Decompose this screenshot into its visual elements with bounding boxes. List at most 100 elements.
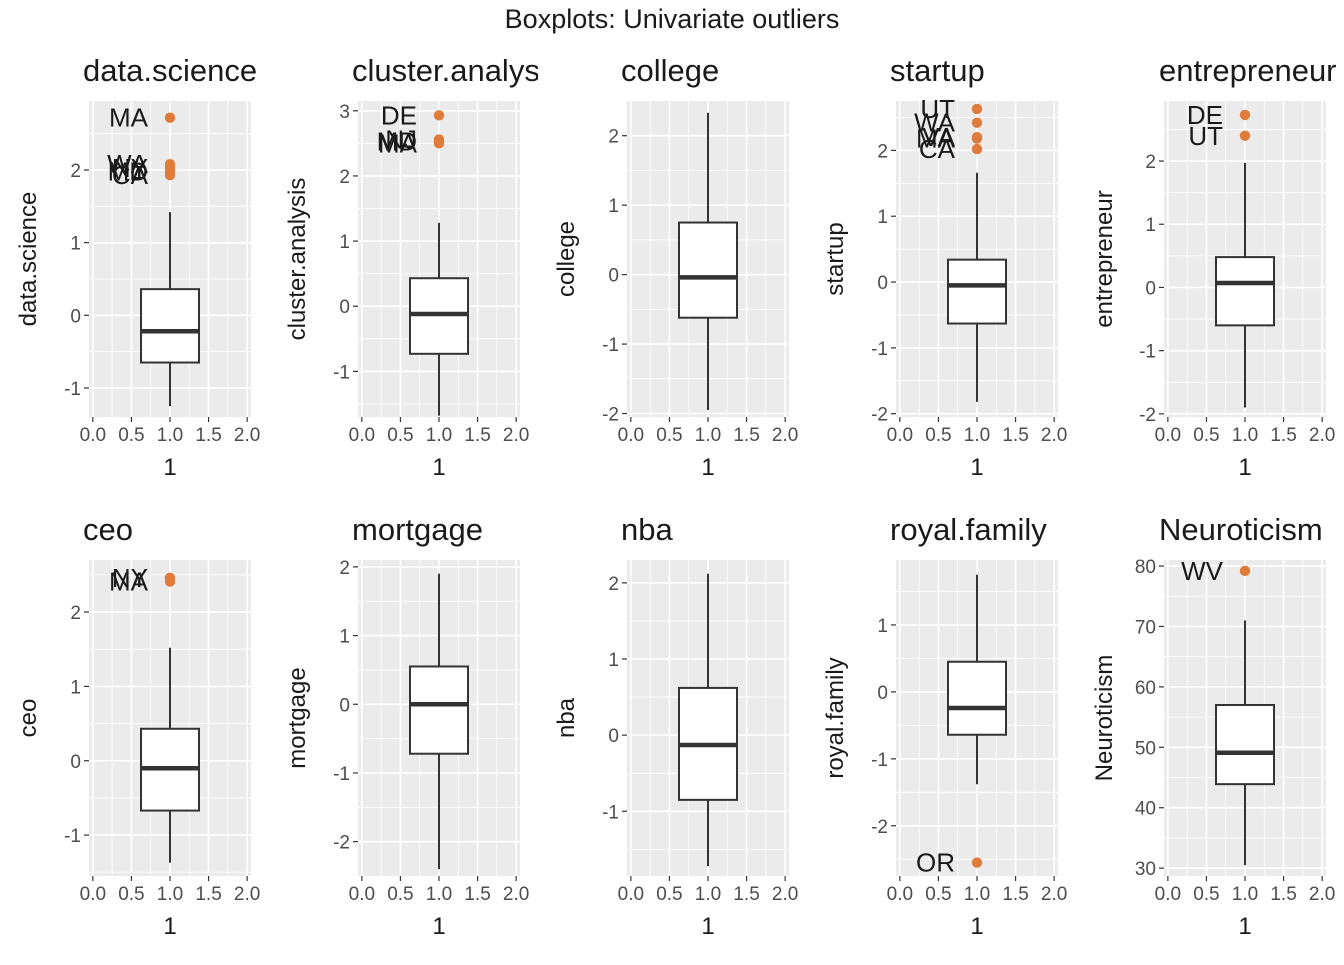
panel-title: startup	[890, 53, 985, 88]
y-tick-label: 0	[608, 266, 619, 287]
y-tick-label: 0	[339, 695, 350, 716]
panel-title: royal.family	[890, 512, 1047, 547]
y-axis-title: ceo	[15, 699, 42, 738]
y-tick-label: 70	[1135, 617, 1156, 638]
panel-royal-family: OR -2 -1 0 1 0.0 0.5 1.0 1.5 2.0 1 royal.family roya…	[822, 512, 1067, 940]
y-tick-label: 80	[1135, 557, 1156, 578]
y-tick-label: -1	[602, 335, 619, 356]
x-tick-label: 1.0	[695, 425, 721, 446]
outlier-label: WA	[107, 149, 149, 179]
x-tick-label: 0.5	[656, 425, 682, 446]
y-tick-label: 1	[70, 234, 81, 255]
y-tick-label: 1	[70, 677, 81, 698]
x-tick-label: 1.0	[426, 884, 452, 905]
y-tick-label: -2	[602, 405, 619, 426]
x-tick-label: 0.0	[618, 884, 644, 905]
y-axis-title: Neuroticism	[1091, 655, 1118, 782]
outlier-label: MA	[916, 124, 956, 154]
outlier-point	[1239, 565, 1251, 577]
y-tick-label: 2	[70, 161, 81, 182]
x-axis-title: 1	[1238, 913, 1251, 940]
outlier-label: MA	[109, 103, 149, 133]
box-iqr	[1215, 256, 1275, 327]
y-tick-label: 2	[70, 603, 81, 624]
outlier-point	[971, 133, 983, 144]
outlier-point	[164, 576, 176, 587]
y-tick-label: 60	[1135, 678, 1156, 699]
outlier-label: DE	[1187, 100, 1223, 130]
panel-nba: -1 0 1 2 0.0 0.5 1.0 1.5 2.0 1 nba nba	[553, 512, 798, 940]
box-iqr	[947, 258, 1007, 325]
y-tick-label: 1	[608, 650, 619, 671]
x-tick-label: 1.5	[1270, 884, 1296, 905]
x-tick-label: 0.5	[387, 884, 413, 905]
x-tick-label: 1.5	[195, 884, 221, 905]
outlier-label: MD	[377, 126, 417, 156]
panel-title: college	[621, 53, 719, 88]
x-tick-label: 2.0	[503, 884, 529, 905]
x-tick-label: 0.5	[1193, 884, 1219, 905]
outlier-label: VA	[922, 122, 955, 152]
x-tick-label: 1.5	[464, 884, 490, 905]
y-tick-label: -2	[871, 817, 888, 838]
outlier-point	[164, 112, 176, 123]
panel-title: entrepreneur	[1159, 53, 1337, 88]
outlier-label: CA	[112, 160, 149, 190]
x-tick-label: 1.0	[426, 425, 452, 446]
x-tick-label: 1.5	[1270, 425, 1296, 446]
y-tick-label: -1	[1139, 342, 1156, 363]
x-tick-label: 1.0	[964, 884, 990, 905]
x-axis-title: 1	[163, 913, 176, 940]
y-axis-title: entrepreneur	[1091, 190, 1118, 327]
y-tick-label: -1	[64, 379, 81, 400]
y-axis-title: mortgage	[284, 667, 311, 768]
y-tick-label: -1	[64, 826, 81, 847]
y-tick-label: 2	[1145, 152, 1156, 173]
y-axis-title: royal.family	[822, 657, 849, 778]
x-tick-label: 2.0	[772, 425, 798, 446]
y-axis-title: cluster.analysis	[284, 178, 311, 341]
y-tick-label: 30	[1135, 859, 1156, 880]
x-tick-label: 1.0	[1232, 884, 1258, 905]
panel-title: cluster.analysis	[352, 53, 562, 88]
outlier-label: WA	[914, 108, 956, 138]
x-tick-label: 1.5	[733, 884, 759, 905]
x-tick-label: 0.0	[618, 425, 644, 446]
x-tick-label: 0.0	[349, 425, 375, 446]
y-tick-label: 0	[70, 752, 81, 773]
outlier-point	[433, 110, 445, 121]
x-tick-label: 1.0	[695, 884, 721, 905]
x-axis-title: 1	[432, 913, 445, 940]
outlier-point	[971, 117, 983, 128]
x-tick-label: 0.0	[887, 884, 913, 905]
x-tick-label: 1.0	[964, 425, 990, 446]
x-tick-label: 1.5	[464, 425, 490, 446]
y-tick-label: 2	[608, 127, 619, 148]
box-iqr	[678, 221, 738, 319]
x-axis-title: 1	[970, 454, 983, 481]
x-tick-label: 1.0	[1232, 425, 1258, 446]
box-iqr	[409, 665, 469, 755]
panel-mortgage: -2 -1 0 1 2 0.0 0.5 1.0 1.5 2.0 1 mortgage mortgage	[284, 512, 529, 940]
panel-college: -2 -1 0 1 2 0.0 0.5 1.0 1.5 2.0 1 college college	[553, 53, 798, 481]
y-tick-label: -1	[333, 764, 350, 785]
outlier-label: DE	[381, 100, 417, 130]
box-iqr	[1215, 704, 1275, 786]
panel-title: mortgage	[352, 512, 483, 547]
y-tick-label: 3	[339, 102, 350, 123]
outlier-label: OR	[916, 848, 955, 878]
x-axis-title: 1	[163, 454, 176, 481]
outlier-point	[971, 103, 983, 115]
x-tick-label: 1.0	[157, 884, 183, 905]
x-tick-label: 1.0	[157, 425, 183, 446]
outlier-label: MA	[378, 128, 418, 158]
panel-title: nba	[621, 512, 673, 547]
outlier-label: NY	[112, 563, 148, 593]
panel-Neuroticism: WV 30 40 50 60 70 80 0.0 0.5 1.0 1.5 2.0 1 Neuroticis…	[1091, 512, 1335, 940]
x-tick-label: 0.5	[656, 884, 682, 905]
